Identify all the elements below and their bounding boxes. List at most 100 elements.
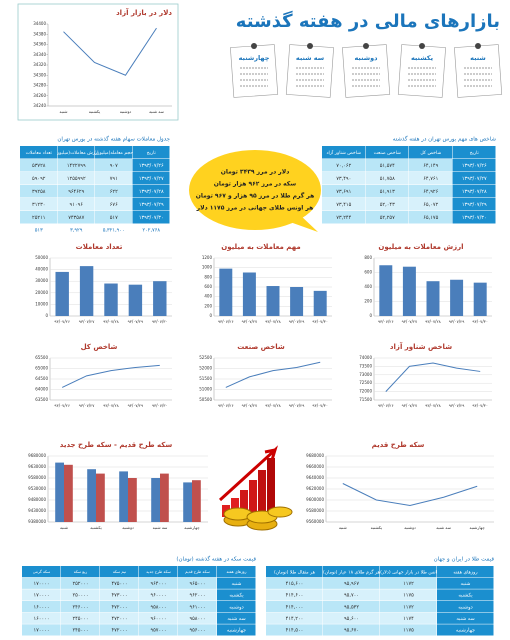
cell xyxy=(437,601,494,613)
chart-title: تعداد معاملات xyxy=(76,243,123,251)
cell-text: ۷۳,۴۹۰ xyxy=(336,176,351,182)
callout-line: هر اونس طلای جهانی در مرز ۱۱۷۵ دلار xyxy=(196,205,314,212)
y-tick-label: 9660000 xyxy=(306,464,324,469)
y-tick-label: 51500 xyxy=(199,376,212,381)
cell-text: یکشنبه xyxy=(458,593,473,599)
cell xyxy=(132,159,170,172)
cell xyxy=(178,612,217,624)
bar xyxy=(290,287,304,316)
day-note xyxy=(342,44,391,98)
bar xyxy=(426,281,440,316)
x-tick-label: ۹۳/۰۷/۳۰ xyxy=(312,319,328,324)
x-tick-label: ۹۳/۰۷/۳۰ xyxy=(312,403,328,408)
cell xyxy=(409,172,452,185)
x-tick-label: شنبه xyxy=(60,525,69,530)
total-text: ۲۰۲,۷۶۸ xyxy=(142,228,160,234)
cell-text: ۹۵۷۰۰۰ xyxy=(150,628,166,634)
callout-line: دلار در مرز ۳۴۳۹ تومان xyxy=(221,169,290,176)
cell xyxy=(100,577,139,589)
day-note xyxy=(285,44,334,98)
cell-text: سه شنبه xyxy=(456,616,474,622)
cell-text: ۷۹۱ xyxy=(110,176,118,182)
y-tick-label: 64000 xyxy=(35,387,48,392)
header-text: نیم سکه xyxy=(113,569,126,574)
cell-text: ۱۶۰۰۰۰ xyxy=(33,616,49,622)
header-cell xyxy=(380,566,437,578)
cell-text: ۷۳,۲۴۴ xyxy=(336,215,351,221)
callout-line: هر گرم طلا در مرز ۹۵ هزار و ۹۶۷ تومان xyxy=(196,192,315,200)
line-series xyxy=(63,27,157,76)
chart-title: شاخص شناور آزاد xyxy=(390,342,452,351)
day-note xyxy=(454,44,503,98)
cell-text: ۱۷۰۰۰۰ xyxy=(33,628,49,634)
cell xyxy=(22,589,61,601)
cell xyxy=(61,589,100,601)
cell-text: ۱۳۹۳/۰۷/۲۷ xyxy=(462,176,487,182)
cell-text: ۹۵,۷۰۰ xyxy=(344,593,359,599)
bar xyxy=(151,478,160,522)
cell-text: ۴۷۳۰۰۰ xyxy=(111,593,127,599)
y-tick-label: 34340 xyxy=(33,52,46,57)
pin xyxy=(363,43,369,49)
chart-title: مهم معاملات به میلیون xyxy=(221,243,301,251)
y-tick-label: 65500 xyxy=(35,355,48,360)
cell xyxy=(132,172,170,185)
cell-text: ۴۷۲۰۰۰ xyxy=(111,628,127,634)
x-tick-label: یکشنبه xyxy=(89,109,100,114)
cell xyxy=(132,211,170,224)
cell-text: ۱۳۹۳/۰۷/۲۹ xyxy=(462,202,487,208)
y-tick-label: 9680000 xyxy=(306,453,324,458)
cell-text: ۷۰,۰۶۲ xyxy=(336,163,351,169)
cell xyxy=(380,589,437,601)
line-series xyxy=(342,483,478,507)
bar xyxy=(219,268,233,316)
day-label: شنبه xyxy=(470,54,486,62)
header-cell xyxy=(365,146,409,159)
cell-text: ۶۴,۱۴۹ xyxy=(423,163,438,169)
cell-text: ۴۷۲۰۰۰ xyxy=(111,616,127,622)
cell-text: ۹۵,۶۰۰ xyxy=(344,616,359,622)
x-tick-label: ۹۳/۰۷/۲۶ xyxy=(218,403,234,408)
pin xyxy=(419,43,425,49)
header-cell xyxy=(100,566,139,578)
x-tick-label: ۹۳/۰۷/۲۸ xyxy=(425,403,441,408)
y-tick-label: 9430000 xyxy=(28,508,46,513)
cell-text: شنبه xyxy=(232,581,242,587)
cell xyxy=(61,624,100,636)
header-text: تاریخ xyxy=(147,151,157,156)
cell xyxy=(217,601,256,613)
cell-text: ۲۵۰۰۰۰ xyxy=(72,593,88,599)
cell-text: ۹۵۸۰۰۰ xyxy=(150,604,166,610)
cell-text: شنبه xyxy=(461,581,471,587)
cell xyxy=(95,159,132,172)
chart-title: سکه طرح قدیم - سکه طرح جدید xyxy=(60,441,173,449)
y-tick-label: 40000 xyxy=(35,267,48,272)
x-tick-label: یکشنبه xyxy=(371,525,382,530)
x-tick-label: ۹۳/۰۷/۲۸ xyxy=(425,319,441,324)
x-tick-label: ۹۳/۰۷/۲۹ xyxy=(289,403,305,408)
cell xyxy=(380,612,437,624)
x-tick-label: ۹۳/۰۷/۲۹ xyxy=(128,319,144,324)
cell xyxy=(95,172,132,185)
y-tick-label: 800 xyxy=(204,274,212,279)
y-tick-label: 34360 xyxy=(33,42,46,47)
header-text: تعداد معاملات xyxy=(26,151,53,156)
cell-text: ۵۱,۷۵۸ xyxy=(380,176,395,182)
cell-text: ۱۱۷۴ xyxy=(403,616,414,622)
cell xyxy=(61,577,100,589)
cell xyxy=(20,198,57,211)
cell xyxy=(323,577,380,589)
cell-text: ۲۴۶۰۰۰ xyxy=(72,604,88,610)
y-tick-label: 73000 xyxy=(359,372,372,377)
cell xyxy=(323,612,380,624)
cell-text: ۹۵۸۰۰۰ xyxy=(189,616,205,622)
cell xyxy=(452,198,496,211)
y-tick-label: 9580000 xyxy=(28,475,46,480)
header-text: حجم معامله(میلیون) xyxy=(94,150,133,156)
cell xyxy=(437,612,494,624)
y-tick-label: 74000 xyxy=(359,355,372,360)
cell xyxy=(178,601,217,613)
y-tick-label: 71500 xyxy=(359,397,372,402)
cell-text: ۱۳۹۳/۰۷/۳۰ xyxy=(139,215,164,221)
y-tick-label: 9380000 xyxy=(28,519,46,524)
